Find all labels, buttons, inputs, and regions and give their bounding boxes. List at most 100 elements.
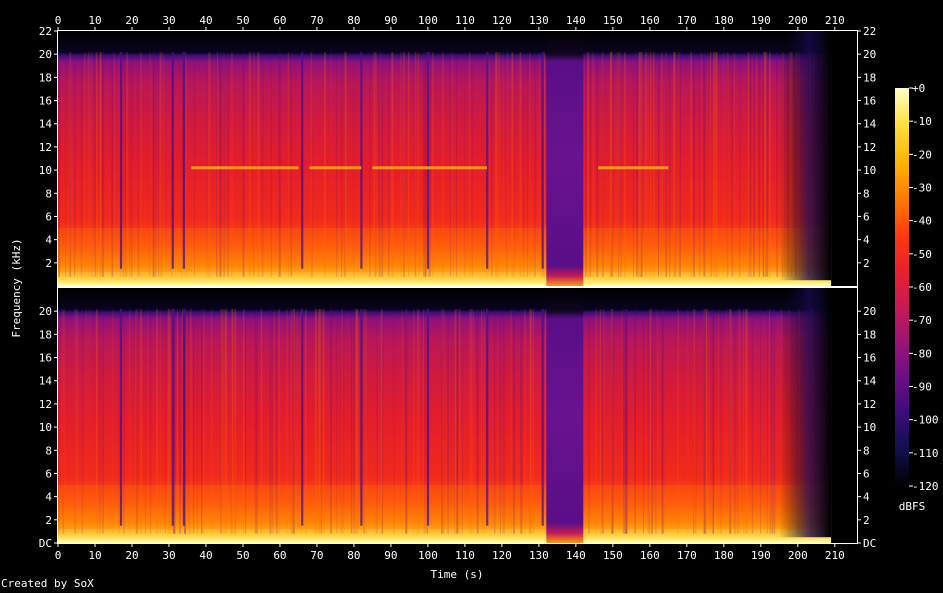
y-tick-label-right: 10 <box>863 164 876 177</box>
y-tick-label-left: 4 <box>45 491 52 504</box>
texture-streak <box>700 51 702 277</box>
texture-streak <box>511 51 514 277</box>
texture-streak <box>405 308 408 534</box>
texture-streak <box>748 51 750 277</box>
texture-streak <box>678 51 680 277</box>
colorbar-unit: dBFS <box>899 500 926 513</box>
texture-streak <box>715 51 717 277</box>
texture-streak <box>287 51 289 277</box>
texture-streak <box>273 308 275 534</box>
channel-panel-2 <box>57 287 858 544</box>
texture-streak <box>242 51 245 277</box>
texture-streak <box>457 308 459 534</box>
texture-streak <box>220 51 222 277</box>
texture-streak <box>772 308 774 534</box>
texture-streak <box>703 308 706 534</box>
texture-streak <box>243 308 245 534</box>
texture-streak <box>74 51 76 277</box>
colorbar-tick-label: -110 <box>912 447 939 460</box>
colorbar-tick-label: -10 <box>912 115 932 128</box>
texture-streak <box>152 51 154 277</box>
texture-streak <box>405 308 407 534</box>
y-tick-label-left: 16 <box>39 352 52 365</box>
texture-streak <box>92 51 93 277</box>
x-tick-label-top: 0 <box>55 14 62 27</box>
texture-streak <box>717 308 720 534</box>
texture-streak <box>95 308 98 534</box>
texture-streak <box>356 308 358 534</box>
colorbar-tick-label: -60 <box>912 281 932 294</box>
texture-streak <box>400 51 402 277</box>
texture-streak <box>693 308 696 534</box>
texture-streak <box>602 51 604 277</box>
x-tick-label-top: 40 <box>199 14 212 27</box>
texture-streak <box>216 51 217 277</box>
texture-streak <box>131 51 133 277</box>
texture-streak <box>687 308 689 534</box>
x-tick-label-top: 100 <box>418 14 438 27</box>
texture-streak <box>296 308 298 534</box>
texture-streak <box>494 51 497 277</box>
texture-streak <box>123 308 125 534</box>
dip-line <box>486 51 489 269</box>
texture-streak <box>391 51 394 277</box>
dip-line <box>541 51 544 269</box>
texture-streak <box>494 308 496 534</box>
texture-streak <box>665 51 667 277</box>
texture-streak <box>502 51 504 277</box>
texture-streak <box>469 308 471 534</box>
colorbar-tick-label: -100 <box>912 414 939 427</box>
x-tick-label-bottom: 190 <box>751 549 771 562</box>
texture-streak <box>634 308 636 534</box>
x-tick-label-bottom: 50 <box>236 549 249 562</box>
texture-streak <box>634 308 636 534</box>
texture-streak <box>137 51 140 277</box>
texture-streak <box>441 308 442 534</box>
x-tick-label-top: 10 <box>88 14 101 27</box>
texture-streak <box>645 51 647 277</box>
texture-streak <box>149 51 150 277</box>
texture-streak <box>747 51 749 277</box>
texture-streak <box>520 308 523 534</box>
texture-streak <box>414 51 416 277</box>
texture-streak <box>745 308 747 534</box>
texture-streak <box>773 308 776 534</box>
x-tick-label-top: 20 <box>125 14 138 27</box>
texture-streak <box>738 51 741 277</box>
texture-streak <box>186 308 188 534</box>
texture-streak <box>488 51 490 277</box>
texture-streak <box>679 51 681 277</box>
texture-streak <box>649 308 652 534</box>
texture-streak <box>89 308 91 534</box>
texture-streak <box>74 308 76 534</box>
texture-streak <box>216 51 218 277</box>
texture-streak <box>375 51 377 277</box>
texture-streak <box>633 51 634 277</box>
texture-streak <box>729 308 732 534</box>
texture-streak <box>90 51 93 277</box>
texture-streak <box>511 51 514 277</box>
colorbar-tick-label: -80 <box>912 347 932 360</box>
texture-streak <box>184 308 186 534</box>
dip-line <box>426 51 430 269</box>
y-axis-title: Frequency (kHz) <box>10 238 23 337</box>
texture-streak <box>619 51 622 277</box>
texture-streak <box>62 308 64 534</box>
texture-streak <box>182 308 183 534</box>
texture-streak <box>706 308 708 534</box>
texture-streak <box>749 51 752 277</box>
texture-streak <box>758 51 760 277</box>
y-tick-label-right: 16 <box>863 352 876 365</box>
x-tick-label-bottom: 130 <box>529 549 549 562</box>
quiet-section <box>546 288 584 543</box>
colorbar-tick-label: -120 <box>912 480 939 493</box>
texture-streak <box>640 51 643 277</box>
texture-streak <box>112 308 114 534</box>
panel-frame <box>57 287 858 544</box>
texture-streak <box>277 51 280 277</box>
y-tick-label-right: 14 <box>863 375 877 388</box>
texture-streak <box>650 51 652 277</box>
texture-streak <box>693 51 695 277</box>
y-tick-label-left: 2 <box>45 257 52 270</box>
texture-streak <box>624 51 626 277</box>
